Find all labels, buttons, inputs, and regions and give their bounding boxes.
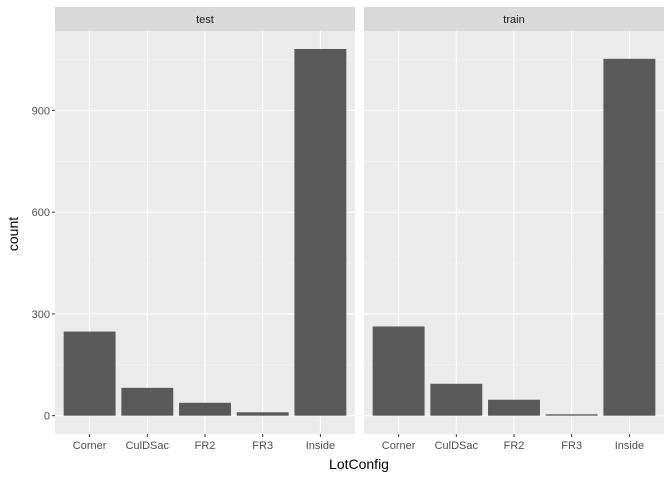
y-tick-label: 900 <box>32 105 50 117</box>
x-tick-label: CulDSac <box>126 440 170 452</box>
facet-panels: Corner CulDSac FR2 FR3 Inside test Corner CulDS… <box>55 7 664 452</box>
y-tick-label: 0 <box>44 411 50 423</box>
bar-test-CulDSac <box>121 387 174 416</box>
x-tick-label: Corner <box>73 440 107 452</box>
facet-strip-label: train <box>503 14 524 26</box>
facet-panel-train: Corner CulDSac FR2 FR3 Inside train <box>364 7 664 452</box>
facet-strip <box>364 7 664 31</box>
x-tick-label: Inside <box>615 440 644 452</box>
bar-test-Corner <box>63 331 116 416</box>
y-tick-label: 300 <box>32 309 50 321</box>
bar-train-Inside <box>603 58 656 416</box>
x-tick-label: FR3 <box>561 440 582 452</box>
bar-test-Inside <box>294 48 347 416</box>
bar-train-FR2 <box>488 399 540 416</box>
x-tick-label: FR3 <box>252 440 273 452</box>
bar-test-FR2 <box>179 402 231 416</box>
facet-strip-label: test <box>196 14 214 26</box>
y-axis: 0 300 600 900 <box>32 105 55 423</box>
bar-train-Corner <box>372 326 425 416</box>
facet-panel-test: Corner CulDSac FR2 FR3 Inside test <box>55 7 355 452</box>
facet-strip <box>55 7 355 31</box>
x-tick-label: FR2 <box>504 440 525 452</box>
x-tick-label: FR2 <box>195 440 216 452</box>
bar-train-FR3 <box>545 414 598 416</box>
x-tick-label: Corner <box>382 440 416 452</box>
y-tick-label: 600 <box>32 207 50 219</box>
bar-test-FR3 <box>236 412 289 416</box>
x-tick-label: CulDSac <box>435 440 479 452</box>
bar-train-CulDSac <box>430 383 483 416</box>
y-axis-title: count <box>5 217 21 251</box>
x-tick-label: Inside <box>306 440 335 452</box>
x-axis-title: LotConfig <box>329 456 389 472</box>
